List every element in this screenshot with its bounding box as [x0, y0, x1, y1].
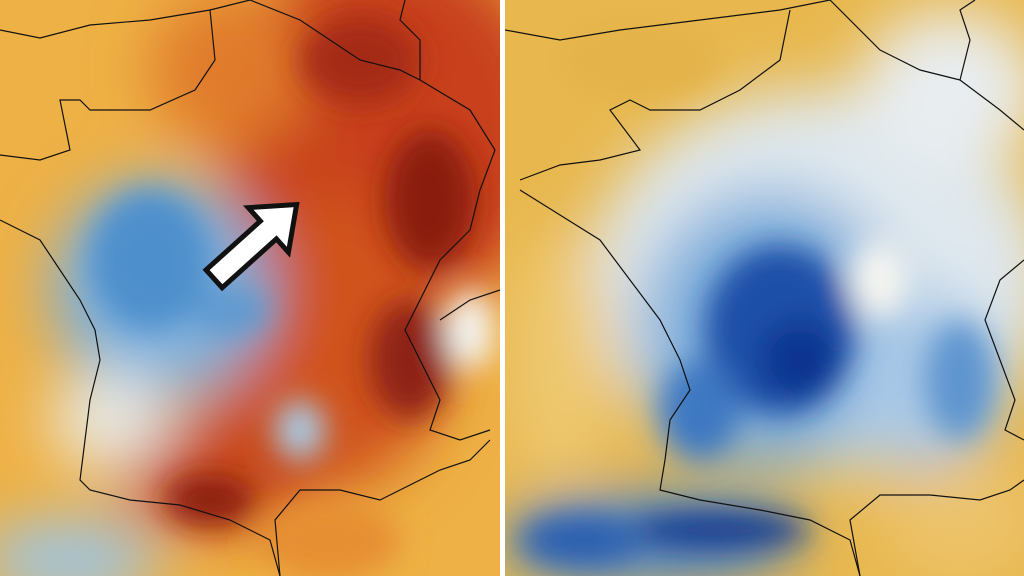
- borders: [505, 0, 1024, 576]
- left-map: [0, 0, 500, 576]
- borders: [0, 0, 500, 576]
- divider: [500, 0, 505, 576]
- arrow: [202, 201, 300, 292]
- right-map: [505, 0, 1024, 576]
